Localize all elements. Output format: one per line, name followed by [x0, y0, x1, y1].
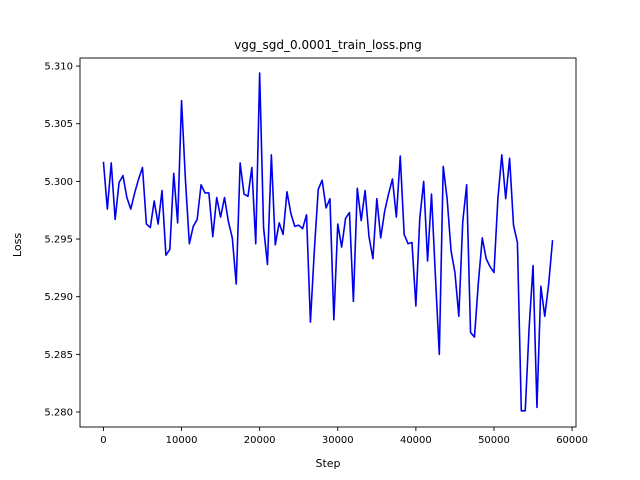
x-tick-label: 60000 [556, 435, 588, 446]
y-tick-label: 5.280 [44, 408, 73, 419]
plot-area: 0 10000 20000 30000 40000 50000 60000 5.280 5.28… [44, 57, 588, 446]
chart-title: vgg_sgd_0.0001_train_loss.png [234, 38, 422, 52]
y-tick-label: 5.290 [44, 292, 73, 303]
series-line-0 [102, 72, 554, 412]
x-tick-label: 20000 [244, 435, 276, 446]
x-tick-label: 40000 [400, 435, 432, 446]
y-tick-label: 5.300 [44, 177, 73, 188]
x-tick-label: 30000 [322, 435, 354, 446]
x-tick-label: 50000 [478, 435, 510, 446]
y-tick-label: 5.285 [44, 350, 73, 361]
y-tick-label: 5.295 [44, 235, 73, 246]
x-tick-label: 0 [100, 435, 106, 446]
axes-frame [79, 57, 577, 428]
x-axis-label: Step [315, 457, 340, 470]
x-tick-label: 10000 [166, 435, 198, 446]
y-axis-label: Loss [11, 233, 24, 257]
y-tick-label: 5.305 [44, 119, 73, 130]
y-tick-label: 5.310 [44, 62, 73, 73]
